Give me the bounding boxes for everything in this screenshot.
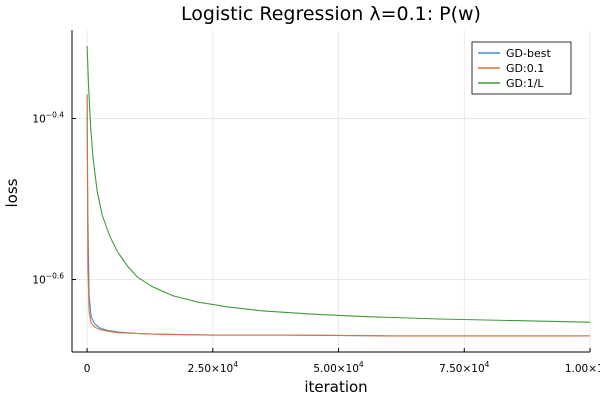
x-tick-mantissa: 2.50×10 bbox=[188, 363, 234, 375]
grid-lines bbox=[72, 30, 591, 352]
series-line-gd-0-1 bbox=[86, 94, 590, 337]
series-line-gd-1-l bbox=[86, 46, 591, 323]
x-tick-label: 7.50×104 bbox=[439, 360, 490, 375]
x-tick-label: 0 bbox=[84, 363, 91, 375]
y-tick-exponent: −0.4 bbox=[46, 111, 64, 120]
x-tick-exponent: 4 bbox=[233, 360, 238, 369]
x-tick-label: 5.00×104 bbox=[313, 360, 364, 375]
x-tick-mantissa: 5.00×10 bbox=[313, 363, 359, 375]
x-tick-label: 2.50×104 bbox=[188, 360, 239, 375]
legend-label: GD:0.1 bbox=[506, 62, 544, 75]
chart-title: Logistic Regression λ=0.1: P(w) bbox=[181, 3, 481, 25]
x-tick-label: 1.00×105 bbox=[565, 360, 600, 375]
y-ticks: 10−0.410−0.6 bbox=[32, 111, 76, 287]
x-tick-mantissa: 7.50×10 bbox=[439, 363, 485, 375]
y-tick-label: 10−0.4 bbox=[32, 111, 64, 126]
axes bbox=[71, 30, 590, 353]
series-lines bbox=[86, 46, 591, 337]
y-tick-base: 10 bbox=[32, 114, 45, 126]
y-tick-label: 10−0.6 bbox=[32, 272, 64, 287]
legend-label: GD-best bbox=[506, 47, 551, 60]
y-tick-exponent: −0.6 bbox=[46, 272, 64, 281]
y-tick-base: 10 bbox=[32, 275, 45, 287]
x-axis-label: iteration bbox=[304, 378, 367, 396]
legend-label: GD:1/L bbox=[506, 77, 544, 90]
x-tick-mantissa: 1.00×10 bbox=[565, 363, 600, 375]
legend: GD-best GD:0.1 GD:1/L bbox=[471, 41, 572, 95]
x-tick-exponent: 4 bbox=[485, 360, 490, 369]
x-tick-exponent: 4 bbox=[359, 360, 364, 369]
y-axis-label: loss bbox=[3, 178, 21, 207]
